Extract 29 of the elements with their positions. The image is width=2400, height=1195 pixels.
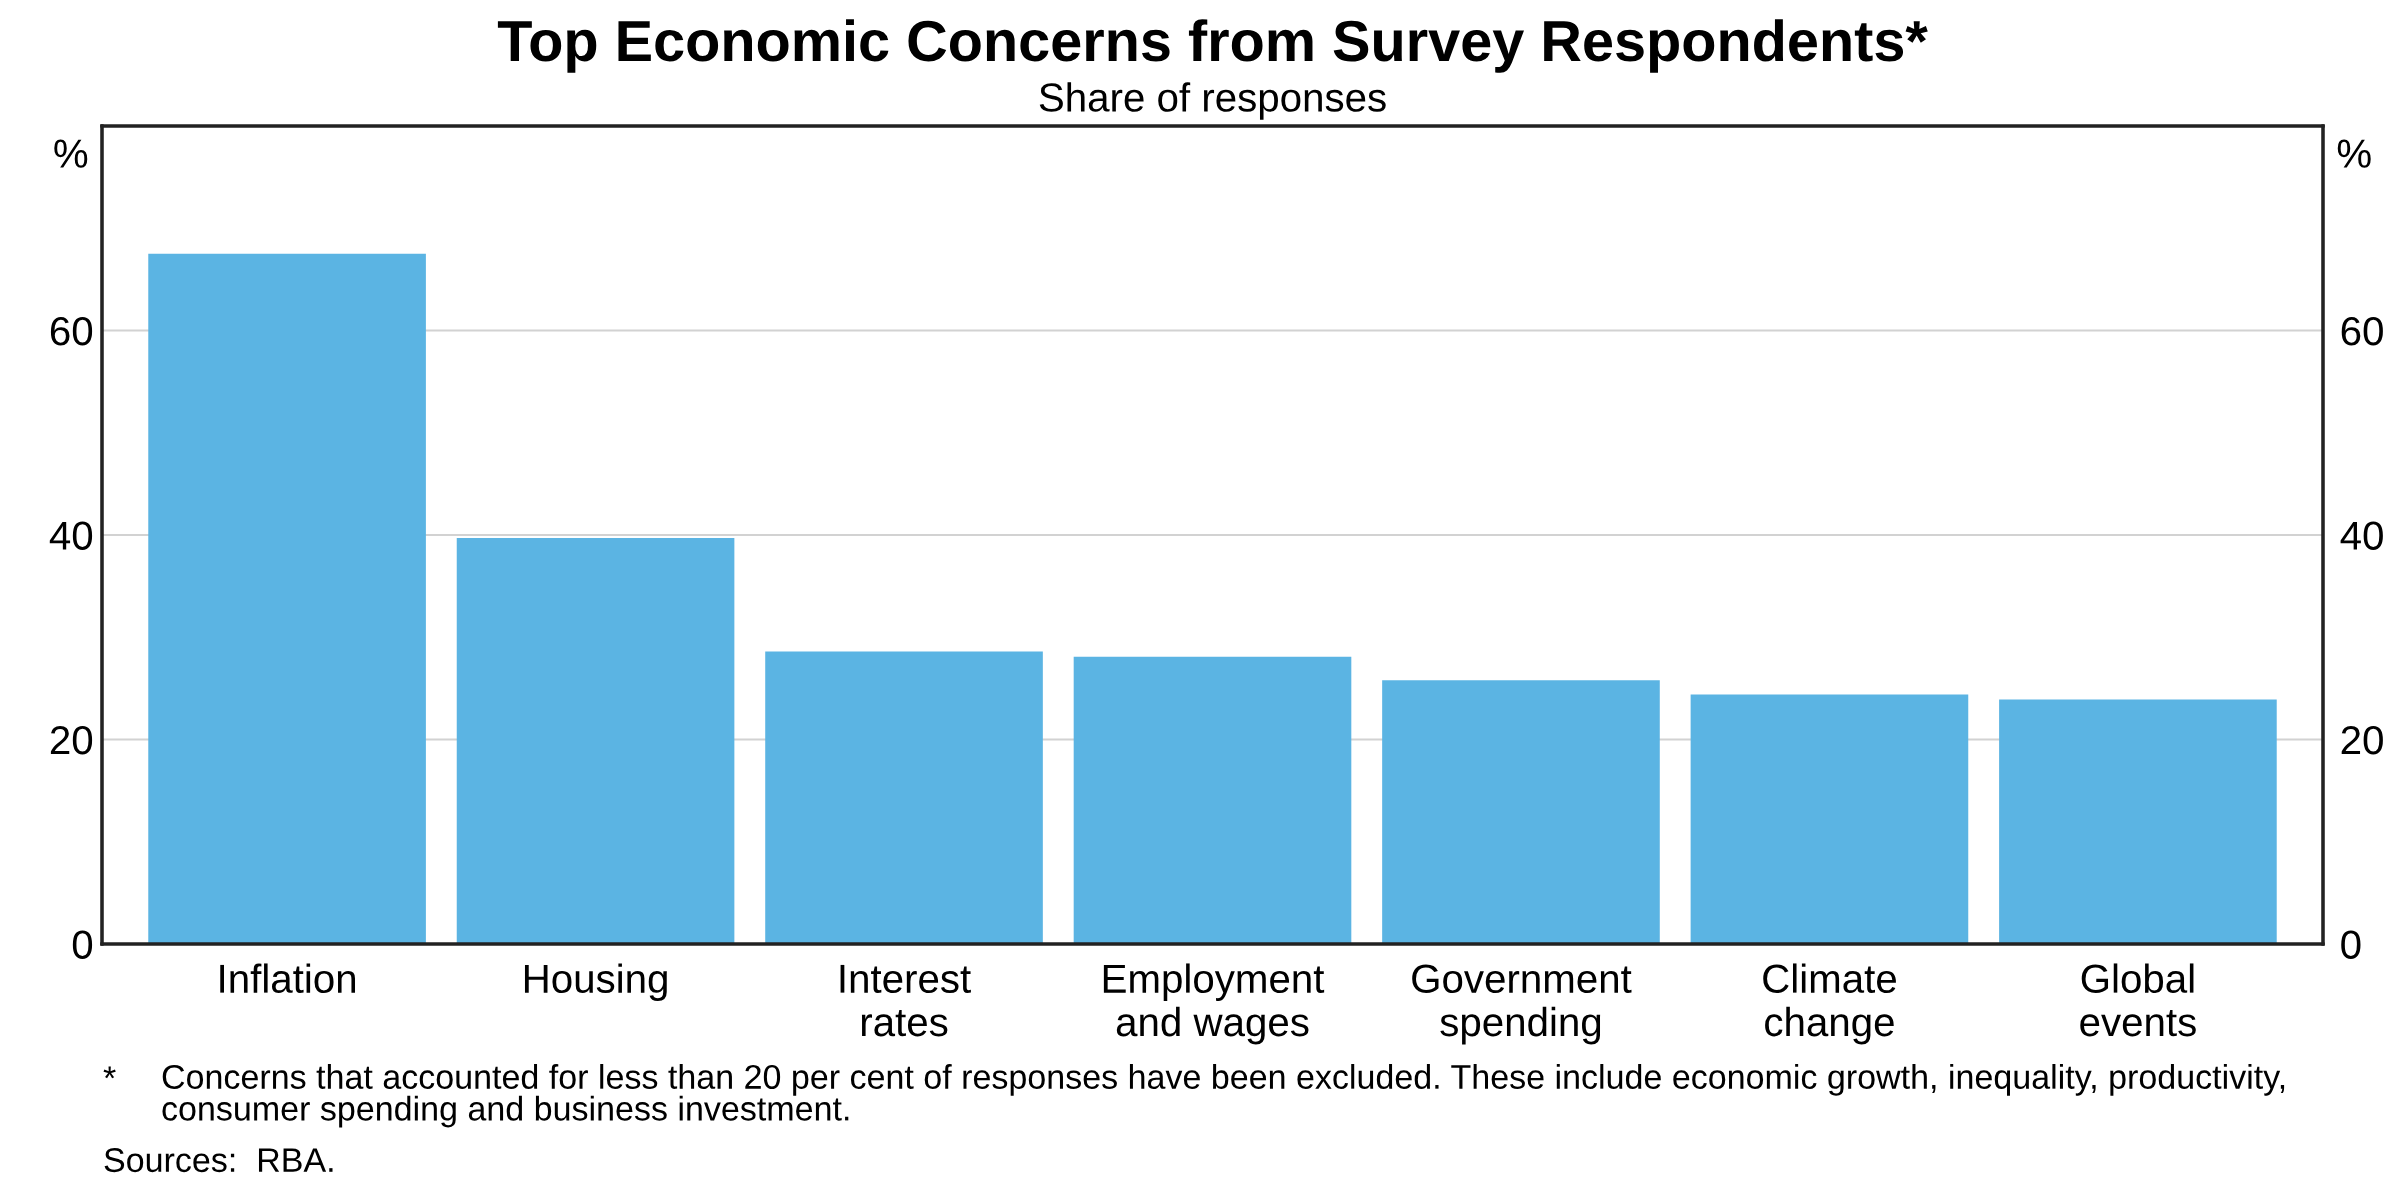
x-tick-label: Climate change	[1763, 963, 1896, 1045]
y2-tick-label: 20	[2341, 725, 2383, 755]
bar	[1073, 656, 1352, 944]
bar	[1690, 694, 1969, 944]
bar	[148, 253, 426, 944]
y2-tick-label: 0	[2341, 930, 2361, 959]
bar	[765, 651, 1043, 944]
x-tick-label: Inflation	[220, 963, 356, 994]
x-tick-label: Interest rates	[840, 964, 971, 1037]
y-tick-label: 60	[50, 316, 93, 346]
bar	[1999, 699, 2277, 944]
chart-subtitle: Share of responses	[1039, 82, 1386, 120]
y-tick-label: 20	[50, 725, 93, 755]
bar	[456, 538, 735, 944]
y2-tick-label: 40	[2340, 521, 2383, 550]
x-tick-label: Government spending	[1412, 964, 1632, 1045]
x-tick-label: Employment and wages	[1103, 963, 1325, 1045]
y2-axis-title: %	[2337, 139, 2371, 168]
y-tick-label: 40	[49, 521, 93, 550]
chart-title: Top Economic Concerns from Survey Respondents*	[497, 19, 1928, 73]
x-tick-label: Housing	[524, 963, 667, 1001]
text: Concerns that accounted for less than 20 per cent of responses have been excluded. These include economic growth, inequality, productivity, consumer spending and business investment.	[162, 1064, 2285, 1128]
x-tick-label: Global events	[2080, 963, 2196, 1037]
bar	[1382, 680, 1660, 944]
y-axis-title: %	[54, 139, 88, 168]
text: *	[103, 1066, 116, 1079]
source-note: Sources: RBA.	[104, 1148, 333, 1173]
y-tick-label: 0	[72, 930, 93, 959]
y2-tick-label: 60	[2341, 316, 2383, 346]
